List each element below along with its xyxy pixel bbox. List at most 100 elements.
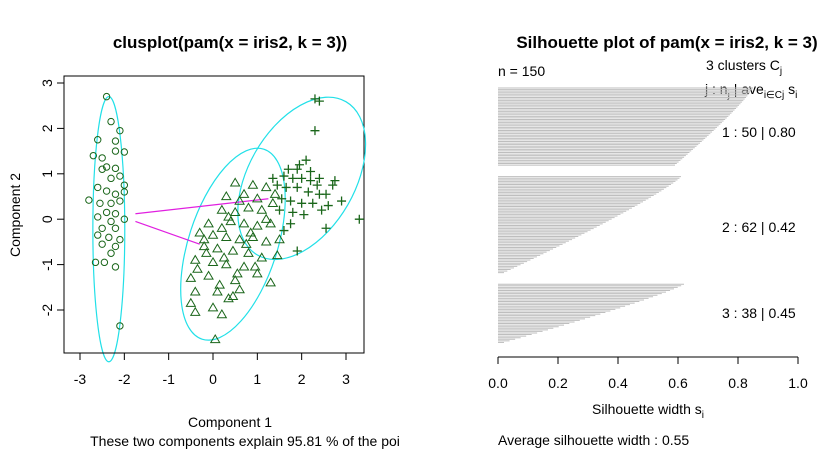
cluster-1-point — [85, 196, 93, 204]
cluster-1-point — [98, 224, 106, 232]
clusplot-chart: clusplot(pam(x = iris2, k = 3)) -3 -2 -1 0 1… — [7, 33, 400, 449]
cluster-2-point — [243, 247, 254, 257]
cluster-3-point — [283, 164, 293, 174]
cluster-2-point — [243, 202, 254, 212]
cluster-2-point — [260, 236, 272, 246]
cluster-1-point — [102, 163, 111, 171]
cluster-2-point — [207, 229, 219, 239]
cluster-2-point — [212, 243, 223, 253]
cluster-3-point — [297, 198, 307, 208]
cluster-2-point — [194, 227, 206, 237]
cluster-2-point — [256, 252, 268, 262]
cluster-distance-line-2 — [135, 220, 200, 245]
cluster-1-point — [89, 151, 98, 160]
cluster-2-point — [271, 250, 283, 260]
cluster-1-point — [111, 137, 120, 145]
cluster-2-point — [189, 254, 201, 264]
cluster-2-point — [234, 195, 245, 205]
cluster-3-point — [312, 180, 322, 190]
cluster-2-point — [251, 268, 263, 278]
silhouette-x-axis: 0.0 0.2 0.4 0.6 0.8 1.0 — [488, 356, 808, 391]
cluster-1-point — [107, 199, 115, 208]
cluster-2-point — [260, 213, 272, 223]
cluster-2-point — [245, 227, 257, 237]
cluster-3-point — [330, 176, 340, 186]
cluster-1-point — [107, 249, 115, 257]
cluster-2-point — [200, 247, 212, 257]
silhouette-x-tick-label: 0.4 — [608, 375, 628, 391]
clusplot-x-tick-label: -2 — [118, 371, 131, 387]
cluster-2-point — [198, 234, 210, 244]
cluster-3-point — [337, 196, 347, 206]
silhouette-x-tick-label: 0.6 — [668, 375, 688, 391]
cluster-2-point — [207, 256, 219, 266]
clusplot-ylabel: Component 2 — [7, 173, 23, 257]
cluster-2-point — [247, 231, 259, 242]
cluster-3-point — [292, 246, 302, 256]
cluster-2-point — [229, 206, 241, 217]
cluster-1-point — [116, 322, 124, 330]
cluster-2-point — [251, 193, 263, 203]
clusplot-x-tick-label: 3 — [342, 371, 350, 387]
cluster-3-point — [281, 182, 291, 192]
cluster-3-point — [299, 210, 309, 220]
cluster-2-point — [247, 179, 259, 189]
cluster-1-point — [94, 136, 102, 144]
cluster-3-point — [317, 205, 327, 215]
cluster-3-point — [314, 173, 324, 183]
cluster-3-point — [272, 180, 282, 190]
clusplot-x-tick-label: 0 — [209, 371, 217, 387]
cluster-3-point — [308, 198, 318, 208]
silhouette-x-tick-label: 0.8 — [728, 375, 748, 391]
cluster-1-point — [111, 242, 120, 251]
cluster-2-point — [189, 306, 201, 316]
silhouette-x-tick-label: 0.2 — [548, 375, 568, 391]
cluster-1-point — [100, 258, 109, 267]
silhouette-x-tick-label: 1.0 — [788, 375, 808, 391]
cluster-2-point — [232, 268, 243, 278]
cluster-2-point — [225, 215, 237, 226]
cluster-1-point — [107, 217, 115, 226]
cluster-2-point — [265, 218, 277, 228]
cluster-2-point — [229, 275, 241, 285]
cluster-1-point — [116, 126, 124, 135]
cluster-2-point — [220, 191, 232, 201]
cluster-1-point — [120, 148, 129, 156]
cluster-2-point — [185, 297, 197, 307]
cluster-3-point — [279, 171, 289, 181]
cluster-2-point — [223, 293, 234, 303]
cluster-2-point — [220, 231, 232, 242]
silhouette-n-label: n = 150 — [498, 63, 545, 79]
cluster-2-point — [216, 309, 228, 319]
silhouette-legend-clusters: 3 clusters Cj — [706, 57, 782, 77]
cluster-2-point — [274, 234, 285, 244]
clusplot-subtitle: These two components explain 95.81 % of … — [90, 433, 400, 449]
cluster-3-point — [268, 173, 278, 183]
cluster-2-point — [198, 240, 210, 251]
cluster-2-point — [265, 277, 277, 287]
cluster-2-point — [189, 286, 201, 296]
silhouette-chart: Silhouette plot of pam(x = iris2, k = 3)… — [488, 33, 817, 448]
cluster-3-point — [292, 164, 302, 174]
cluster-2-point — [238, 218, 250, 228]
clusplot-x-tick-label: 1 — [253, 371, 261, 387]
cluster-2-point — [214, 279, 226, 289]
cluster-2-point — [260, 181, 272, 192]
cluster-1-point — [94, 213, 102, 221]
cluster-3-point — [279, 226, 289, 236]
cluster-3-point — [288, 173, 298, 183]
clusplot-title: clusplot(pam(x = iris2, k = 3)) — [113, 33, 347, 52]
cluster-1-point — [116, 235, 124, 244]
clusplot-y-tick-label: -2 — [39, 304, 55, 317]
cluster-2-point — [192, 263, 203, 273]
clusplot-xlabel: Component 1 — [188, 414, 272, 430]
cluster-1-point — [105, 233, 113, 242]
cluster-2-point — [203, 218, 214, 228]
clusplot-x-tick-label: 2 — [298, 371, 306, 387]
cluster-3-point — [310, 126, 320, 136]
clusplot-content — [85, 92, 367, 363]
cluster-1-point — [120, 188, 129, 196]
cluster-ellipse-2 — [180, 147, 286, 341]
cluster-3-point — [328, 180, 338, 190]
cluster-2-point — [234, 284, 245, 294]
